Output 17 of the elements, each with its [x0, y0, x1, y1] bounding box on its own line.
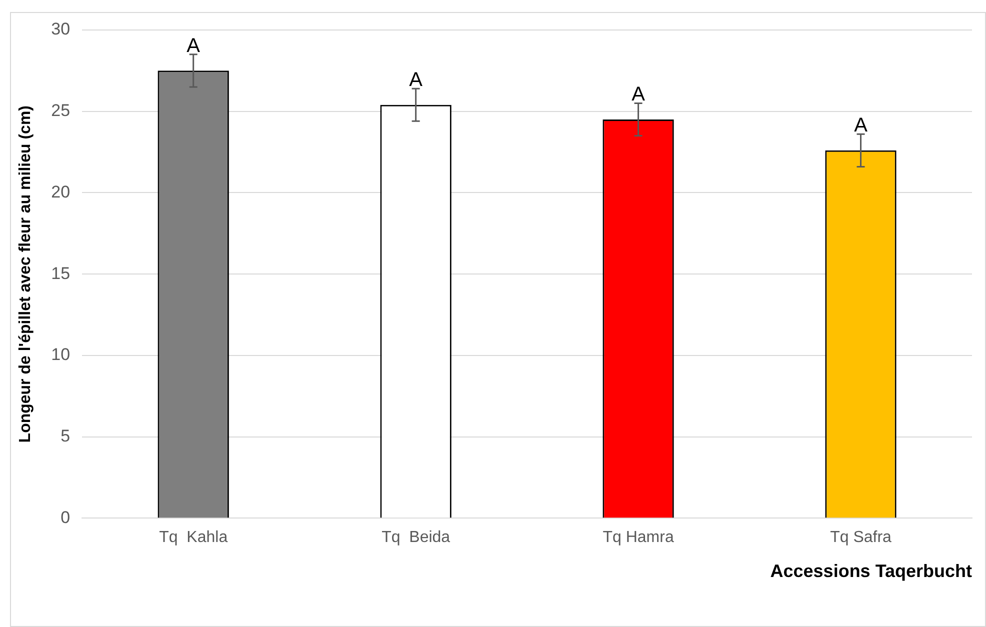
annotation: A: [854, 114, 868, 137]
annotation: A: [632, 84, 646, 106]
y-tick-label: 15: [51, 264, 70, 283]
x-tick-label: Tq Safra: [830, 529, 892, 546]
x-axis-title: Accessions Taqerbucht: [770, 561, 972, 582]
y-axis-title: Longeur de l'épillet avec fleur au milieu (cm): [17, 105, 34, 443]
y-tick-label: 10: [51, 345, 70, 364]
annotation: A: [409, 69, 424, 92]
x-tick-label: Tq Kahla: [159, 529, 228, 546]
y-tick-label: 25: [51, 101, 70, 120]
y-tick-label: 5: [60, 426, 70, 446]
annotation: A: [186, 34, 201, 57]
x-tick-label: Tq Beida: [382, 529, 450, 546]
y-tick-label: 0: [60, 508, 70, 527]
x-tick-label: Tq Hamra: [602, 529, 674, 546]
y-tick-label: 20: [51, 182, 70, 202]
y-tick-label: 30: [51, 20, 70, 39]
